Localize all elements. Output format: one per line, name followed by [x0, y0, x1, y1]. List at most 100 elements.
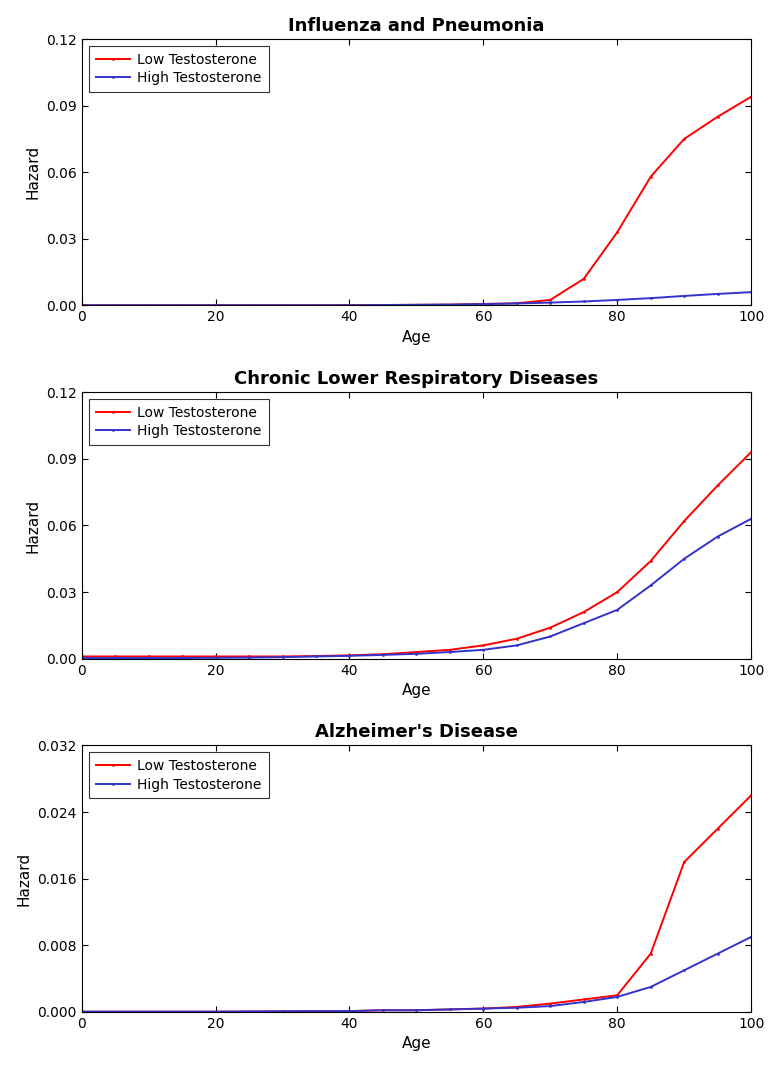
- Low Testosterone: [646, 554, 655, 567]
- Y-axis label: Hazard: Hazard: [16, 851, 32, 906]
- Low Testosterone: [612, 989, 622, 1002]
- Line: High Testosterone: High Testosterone: [80, 290, 753, 307]
- Low Testosterone: [211, 1005, 220, 1018]
- High Testosterone: [445, 646, 455, 659]
- High Testosterone: [278, 650, 287, 663]
- Low Testosterone: [546, 998, 555, 1010]
- Low Testosterone: [344, 1005, 354, 1018]
- High Testosterone: [713, 530, 722, 543]
- Legend: Low Testosterone, High Testosterone: Low Testosterone, High Testosterone: [89, 46, 269, 92]
- Low Testosterone: [77, 1005, 87, 1018]
- Low Testosterone: [77, 299, 87, 312]
- High Testosterone: [579, 295, 588, 308]
- Low Testosterone: [747, 445, 756, 458]
- High Testosterone: [144, 1005, 153, 1018]
- Low Testosterone: [110, 1005, 119, 1018]
- Low Testosterone: [378, 648, 387, 661]
- Low Testosterone: [612, 585, 622, 598]
- High Testosterone: [479, 298, 488, 311]
- Line: Low Testosterone: Low Testosterone: [80, 451, 753, 658]
- Line: High Testosterone: High Testosterone: [80, 936, 753, 1014]
- Low Testosterone: [679, 132, 689, 145]
- High Testosterone: [646, 980, 655, 993]
- Low Testosterone: [312, 649, 321, 662]
- High Testosterone: [747, 513, 756, 525]
- High Testosterone: [110, 1005, 119, 1018]
- High Testosterone: [646, 292, 655, 304]
- Low Testosterone: [445, 643, 455, 656]
- High Testosterone: [211, 1005, 220, 1018]
- Low Testosterone: [312, 1005, 321, 1018]
- Low Testosterone: [77, 650, 87, 663]
- Low Testosterone: [713, 110, 722, 123]
- Legend: Low Testosterone, High Testosterone: Low Testosterone, High Testosterone: [89, 399, 269, 445]
- High Testosterone: [244, 651, 254, 664]
- High Testosterone: [579, 995, 588, 1008]
- Low Testosterone: [679, 855, 689, 868]
- High Testosterone: [479, 643, 488, 656]
- High Testosterone: [312, 1005, 321, 1018]
- Title: Chronic Lower Respiratory Diseases: Chronic Lower Respiratory Diseases: [234, 370, 598, 388]
- Low Testosterone: [479, 298, 488, 311]
- Low Testosterone: [579, 606, 588, 618]
- High Testosterone: [344, 299, 354, 312]
- High Testosterone: [177, 651, 187, 664]
- High Testosterone: [412, 1004, 421, 1017]
- Low Testosterone: [579, 272, 588, 285]
- Low Testosterone: [244, 299, 254, 312]
- Low Testosterone: [144, 650, 153, 663]
- Low Testosterone: [378, 299, 387, 312]
- Low Testosterone: [378, 1004, 387, 1017]
- Low Testosterone: [144, 1005, 153, 1018]
- Low Testosterone: [211, 299, 220, 312]
- High Testosterone: [612, 603, 622, 616]
- High Testosterone: [77, 651, 87, 664]
- Low Testosterone: [312, 299, 321, 312]
- X-axis label: Age: Age: [401, 684, 431, 698]
- Low Testosterone: [412, 298, 421, 311]
- Low Testosterone: [747, 789, 756, 802]
- Low Testosterone: [211, 650, 220, 663]
- Low Testosterone: [512, 1001, 522, 1014]
- High Testosterone: [546, 296, 555, 309]
- Low Testosterone: [479, 1002, 488, 1015]
- High Testosterone: [713, 287, 722, 300]
- Low Testosterone: [512, 297, 522, 310]
- Low Testosterone: [445, 1003, 455, 1016]
- High Testosterone: [646, 579, 655, 592]
- Low Testosterone: [579, 993, 588, 1006]
- Low Testosterone: [278, 650, 287, 663]
- High Testosterone: [747, 286, 756, 299]
- High Testosterone: [412, 298, 421, 311]
- High Testosterone: [679, 289, 689, 302]
- High Testosterone: [579, 616, 588, 629]
- High Testosterone: [512, 1002, 522, 1015]
- Low Testosterone: [747, 91, 756, 104]
- High Testosterone: [679, 964, 689, 977]
- Low Testosterone: [278, 1005, 287, 1018]
- Low Testosterone: [546, 294, 555, 307]
- Y-axis label: Hazard: Hazard: [26, 499, 41, 552]
- High Testosterone: [344, 1005, 354, 1018]
- High Testosterone: [512, 639, 522, 651]
- X-axis label: Age: Age: [401, 1036, 431, 1051]
- X-axis label: Age: Age: [401, 330, 431, 345]
- Line: Low Testosterone: Low Testosterone: [80, 794, 753, 1014]
- Line: Low Testosterone: Low Testosterone: [80, 95, 753, 307]
- Low Testosterone: [646, 947, 655, 960]
- Low Testosterone: [412, 646, 421, 659]
- Low Testosterone: [344, 649, 354, 662]
- Low Testosterone: [679, 515, 689, 528]
- High Testosterone: [445, 298, 455, 311]
- High Testosterone: [244, 1005, 254, 1018]
- Low Testosterone: [612, 225, 622, 238]
- High Testosterone: [177, 299, 187, 312]
- High Testosterone: [177, 1005, 187, 1018]
- High Testosterone: [110, 299, 119, 312]
- Low Testosterone: [244, 650, 254, 663]
- Low Testosterone: [110, 299, 119, 312]
- Title: Alzheimer's Disease: Alzheimer's Disease: [315, 723, 518, 741]
- Low Testosterone: [546, 622, 555, 634]
- High Testosterone: [546, 630, 555, 643]
- High Testosterone: [378, 1004, 387, 1017]
